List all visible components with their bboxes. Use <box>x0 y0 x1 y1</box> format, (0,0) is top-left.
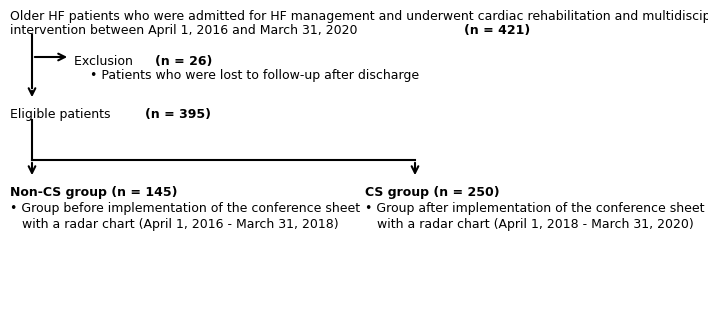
Text: with a radar chart (April 1, 2018 - March 31, 2020): with a radar chart (April 1, 2018 - Marc… <box>377 218 694 231</box>
Text: (n = 421): (n = 421) <box>464 24 530 37</box>
Text: Exclusion: Exclusion <box>74 55 137 68</box>
Text: • Patients who were lost to follow-up after discharge: • Patients who were lost to follow-up af… <box>90 69 419 82</box>
Text: (n = 26): (n = 26) <box>155 55 212 68</box>
Text: intervention between April 1, 2016 and March 31, 2020: intervention between April 1, 2016 and M… <box>10 24 362 37</box>
Text: • Group before implementation of the conference sheet: • Group before implementation of the con… <box>10 202 360 215</box>
Text: with a radar chart (April 1, 2016 - March 31, 2018): with a radar chart (April 1, 2016 - Marc… <box>22 218 338 231</box>
Text: Eligible patients: Eligible patients <box>10 108 115 121</box>
Text: Older HF patients who were admitted for HF management and underwent cardiac reha: Older HF patients who were admitted for … <box>10 10 708 23</box>
Text: Non-CS group (n = 145): Non-CS group (n = 145) <box>10 186 178 199</box>
Text: CS group (n = 250): CS group (n = 250) <box>365 186 500 199</box>
Text: • Group after implementation of the conference sheet: • Group after implementation of the conf… <box>365 202 704 215</box>
Text: (n = 395): (n = 395) <box>145 108 211 121</box>
